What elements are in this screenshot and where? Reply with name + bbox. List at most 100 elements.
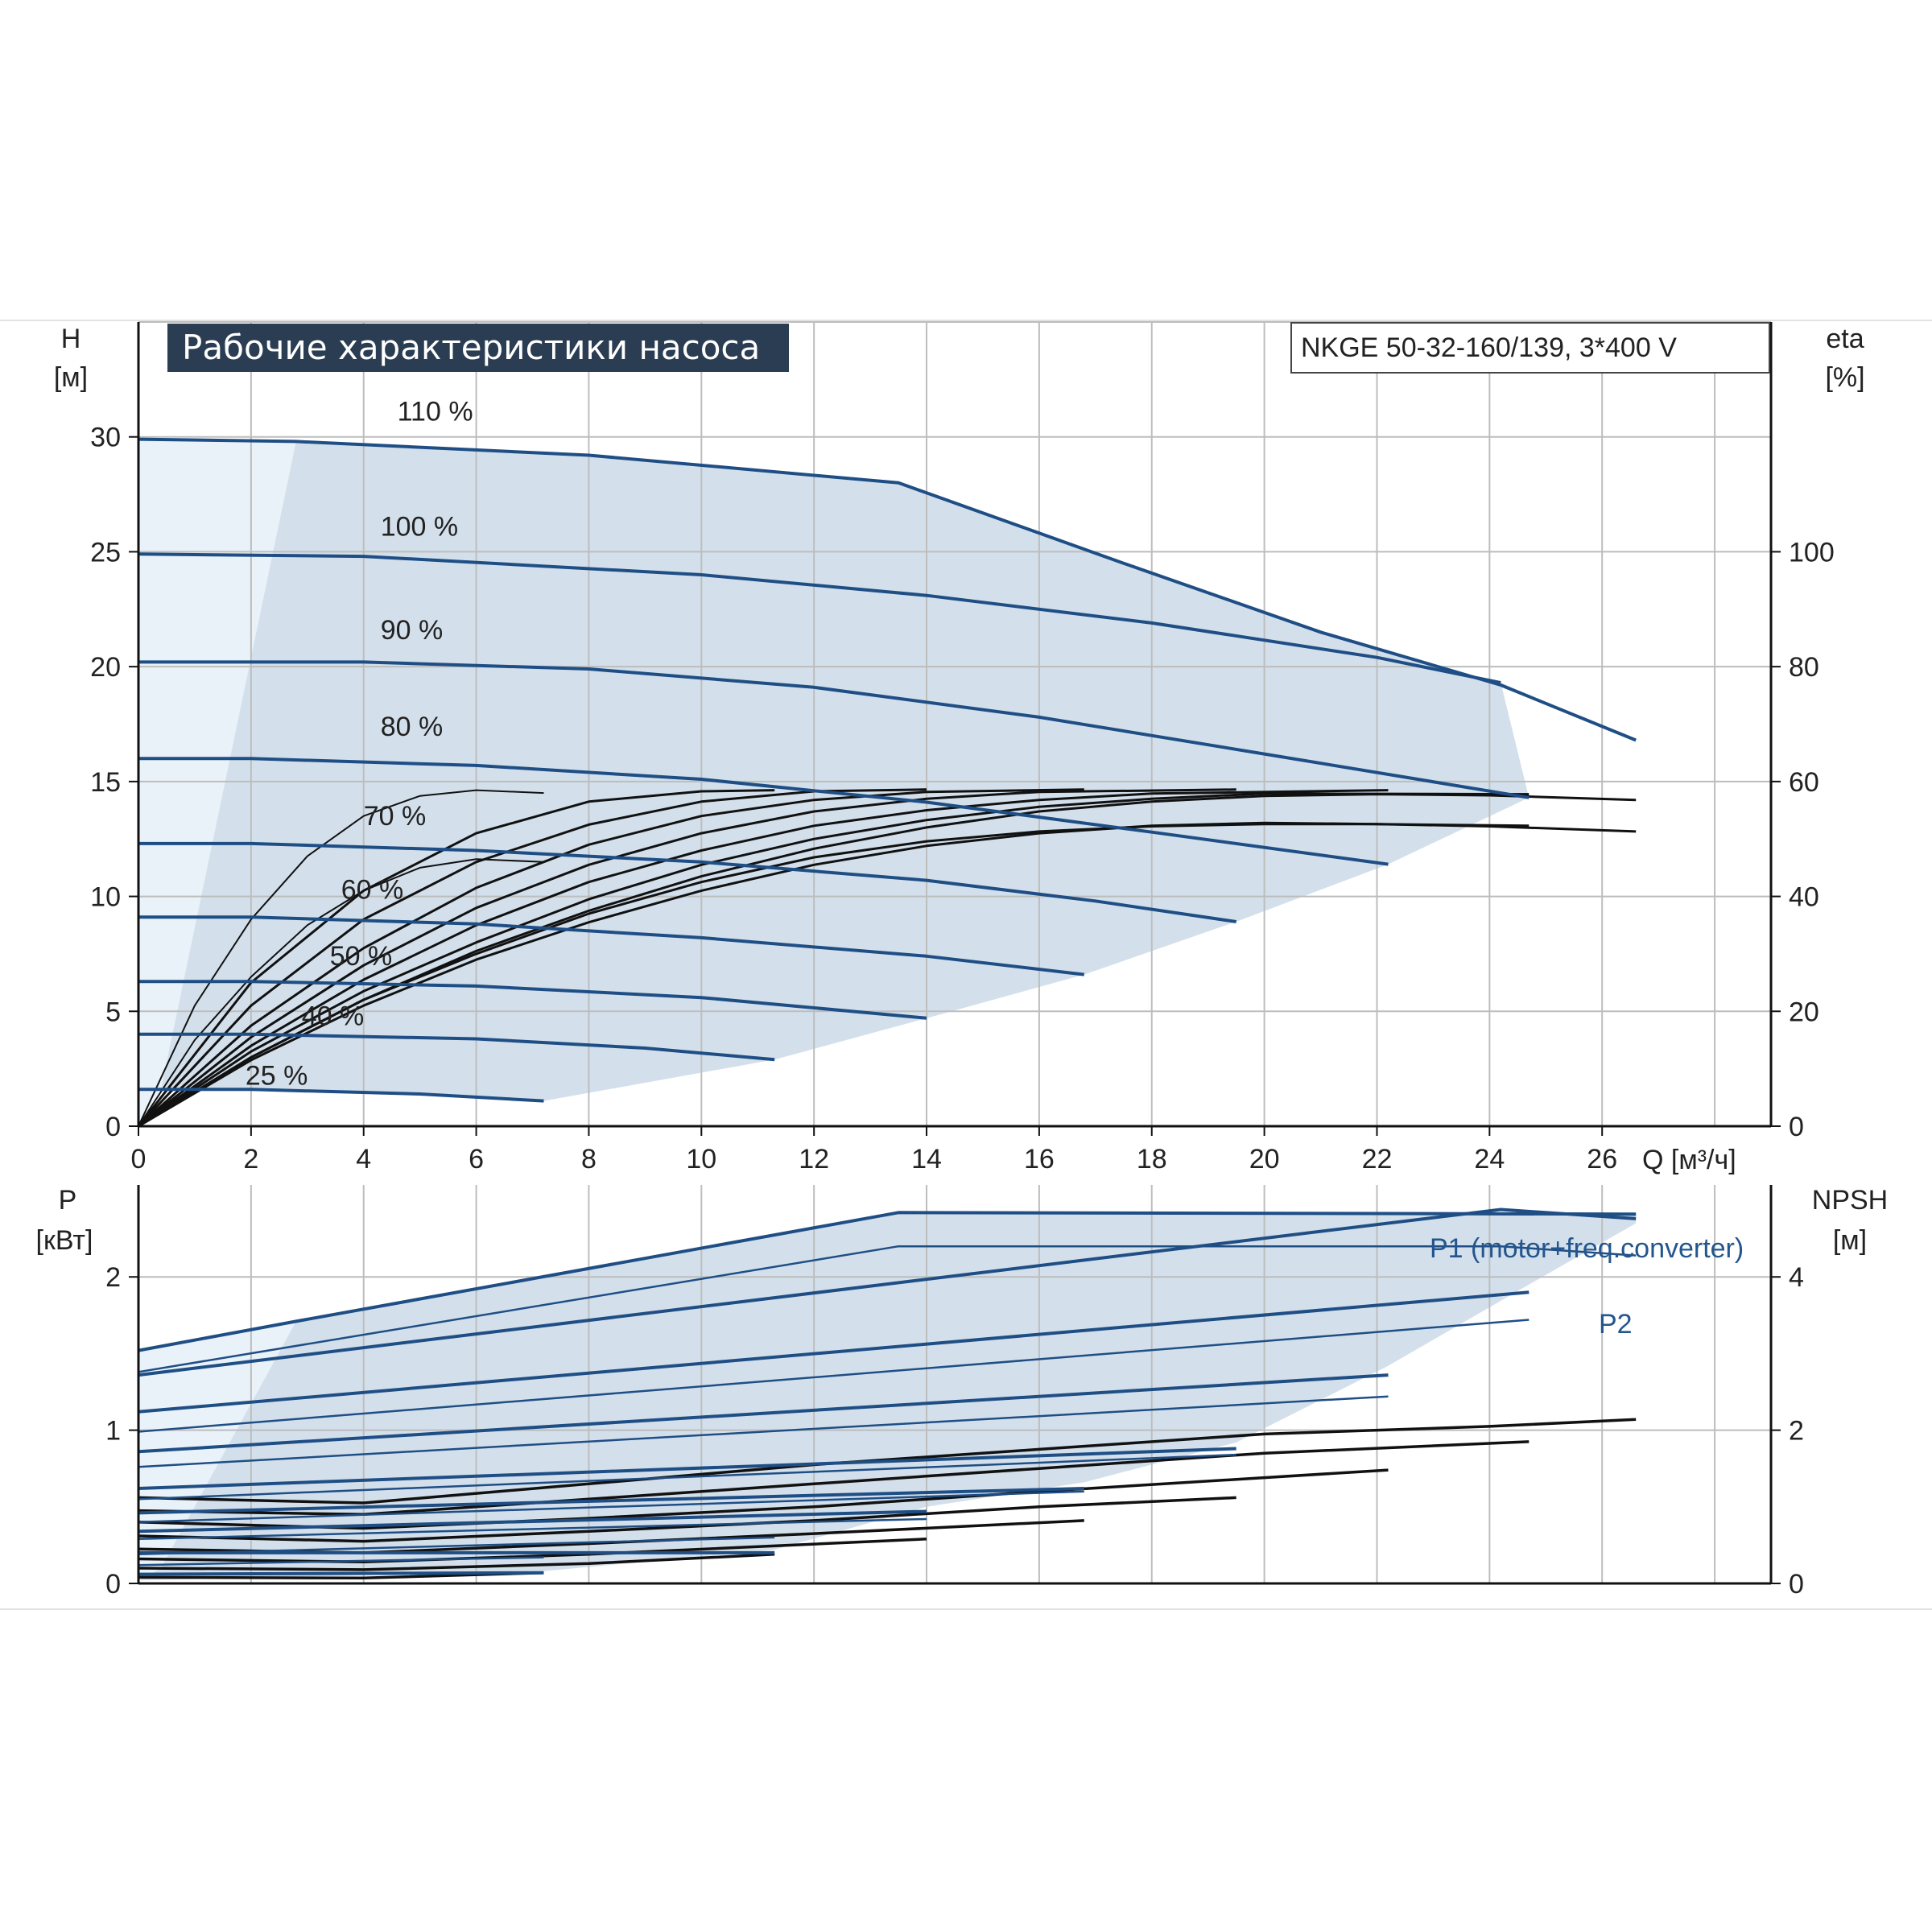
power-axis-unit: [кВт] [36, 1225, 93, 1256]
power-tick-label: 2 [105, 1262, 121, 1293]
npsh-tick-label: 0 [1789, 1569, 1804, 1600]
npsh-curve [138, 1553, 775, 1571]
eta-axis-unit: [%] [1825, 362, 1864, 393]
flow-tick-label: 14 [911, 1144, 942, 1174]
eta-tick-label: 100 [1789, 537, 1835, 568]
model-label: NKGE 50-32-160/139, 3*400 V [1301, 332, 1677, 363]
npsh-axis-label: NPSH [1812, 1185, 1888, 1216]
head-tick-label: 20 [90, 652, 121, 683]
npsh-curve [138, 1496, 1236, 1543]
eta-tick-label: 80 [1789, 652, 1819, 683]
flow-tick-label: 24 [1474, 1144, 1505, 1174]
npsh-tick-label: 2 [1789, 1416, 1804, 1447]
flow-tick-label: 20 [1249, 1144, 1280, 1174]
head-tick-label: 0 [105, 1112, 121, 1142]
p1-curve [138, 1290, 1530, 1414]
p1-curve [138, 1509, 927, 1534]
bottom-axes [137, 1185, 1773, 1585]
head-tick-label: 25 [90, 537, 121, 568]
speed-label: 100 % [381, 511, 458, 542]
eta-tick-label: 60 [1789, 767, 1819, 798]
speed-label: 70 % [364, 801, 426, 832]
flow-axis-label: Q [м³/ч] [1642, 1145, 1736, 1175]
operating-area [138, 439, 1637, 1126]
power-tick-label: 1 [105, 1416, 121, 1447]
p2-annotation: P2 [1599, 1309, 1633, 1340]
head-axis-label: H [61, 324, 81, 354]
flow-tick-label: 12 [799, 1144, 829, 1174]
efficiency-curves [137, 788, 1637, 1128]
p1-curve [138, 1487, 1084, 1515]
operating-area-shape [138, 439, 1637, 1101]
speed-labels: 110 % 100 % 90 % 80 % 70 % 60 % 50 % 40 % 25 % [246, 397, 473, 1092]
efficiency-curve [138, 858, 544, 1127]
min-flow-area-shape [138, 439, 296, 1126]
head-tick-label: 10 [90, 882, 121, 913]
power-area-shape [138, 1212, 1637, 1581]
power-npsh-panel: 0 1 2 0 2 4 P [кВт] NPSH [м] P1 (motor+freq.c… [36, 1185, 1888, 1600]
efficiency-curve [138, 788, 1236, 1128]
flow-tick-label: 0 [131, 1144, 147, 1174]
flow-tick-label: 22 [1362, 1144, 1393, 1174]
efficiency-curve [138, 788, 1084, 1128]
efficiency-curve [137, 788, 927, 1128]
p1-curve [138, 1208, 1637, 1377]
model-label-box [1290, 322, 1770, 374]
head-curve [138, 980, 927, 1020]
bottom-tick-labels: 0 1 2 0 2 4 [105, 1262, 1804, 1600]
flow-tick-label: 18 [1137, 1144, 1167, 1174]
efficiency-curve [138, 789, 544, 1127]
power-axis-label: P [59, 1185, 77, 1216]
p1-curve [138, 1211, 1637, 1352]
speed-label: 90 % [381, 615, 444, 646]
flow-tick-label: 6 [469, 1144, 484, 1174]
p1-curve [138, 1373, 1389, 1454]
head-curve [138, 660, 1530, 799]
speed-label: 50 % [330, 941, 393, 972]
head-curve [138, 841, 1236, 923]
head-curve [138, 757, 1389, 866]
head-curve [138, 915, 1085, 976]
chart-title: Рабочие характеристики насоса [182, 328, 760, 367]
efficiency-curve [138, 823, 1530, 1128]
speed-label: 60 % [341, 874, 404, 905]
flow-tick-label: 10 [686, 1144, 716, 1174]
speed-label: 40 % [302, 1001, 365, 1031]
flow-tick-label: 8 [581, 1144, 597, 1174]
head-curve [138, 1032, 775, 1062]
eta-tick-label: 40 [1789, 882, 1819, 913]
flow-tick-label: 2 [243, 1144, 258, 1174]
top-axes [137, 322, 1773, 1128]
efficiency-curve [138, 789, 1389, 1128]
head-curve [138, 552, 1501, 685]
p2-curve [138, 1319, 1530, 1433]
flow-tick-label: 4 [356, 1144, 371, 1174]
head-tick-label: 5 [105, 997, 121, 1027]
eta-tick-label: 20 [1789, 997, 1819, 1027]
power-min-flow-shape [138, 1321, 296, 1581]
eta-axis-label: eta [1826, 324, 1864, 354]
p2-curve [138, 1490, 1084, 1524]
head-tick-label: 30 [90, 423, 121, 453]
head-tick-label: 15 [90, 767, 121, 798]
power-tick-label: 0 [105, 1569, 121, 1600]
speed-label: 80 % [381, 712, 444, 742]
head-curve [138, 1088, 544, 1103]
p2-curve [138, 1517, 927, 1541]
p1-curve [138, 1447, 1236, 1490]
npsh-curve [138, 1418, 1637, 1505]
p1-annotation: P1 (motor+freq.converter) [1430, 1233, 1744, 1264]
title-background [167, 324, 789, 372]
efficiency-curve [138, 792, 1530, 1128]
npsh-axis-unit: [м] [1833, 1225, 1867, 1256]
speed-label: 110 % [398, 397, 473, 427]
head-axis-unit: [м] [54, 362, 88, 393]
p1-curve [138, 1571, 544, 1576]
p2-curve [138, 1453, 1236, 1501]
flow-tick-label: 16 [1024, 1144, 1055, 1174]
power-operating-area [138, 1212, 1637, 1581]
eta-tick-label: 0 [1789, 1112, 1804, 1142]
